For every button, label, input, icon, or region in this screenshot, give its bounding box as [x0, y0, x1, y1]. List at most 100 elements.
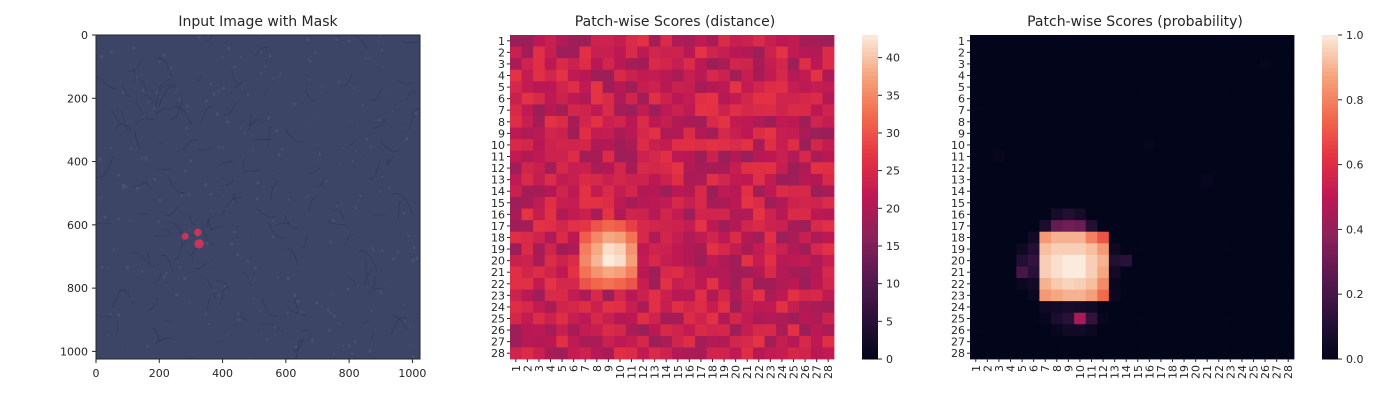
heatmap-cell — [970, 46, 982, 59]
leather-crease — [371, 332, 374, 339]
colorbar-segment — [1322, 265, 1338, 271]
colorbar-segment — [862, 75, 878, 81]
heatmap-cell — [1155, 150, 1168, 163]
leather-grain — [217, 294, 221, 298]
heatmap-cell — [1224, 173, 1237, 186]
heatmap-cell — [637, 58, 650, 71]
heatmap-cell — [822, 231, 835, 244]
heatmap-cell — [776, 173, 789, 186]
heatmap-cell — [567, 35, 580, 47]
colorbar-segment — [1322, 314, 1338, 319]
heatmap-cell — [533, 46, 546, 59]
heatmap-cell — [591, 254, 603, 267]
leather-grain — [131, 46, 136, 50]
colorbar-segment — [862, 322, 878, 328]
leather-crease — [152, 328, 160, 342]
colorbar-segment — [862, 99, 878, 105]
heatmap-cell — [764, 35, 777, 47]
heatmap-cell — [776, 69, 789, 82]
heatmap-cell — [810, 116, 823, 128]
heatmap-cell — [1016, 150, 1029, 163]
heatmap-cell — [602, 35, 615, 47]
heatmap-cell — [1074, 289, 1087, 302]
leather-grain — [162, 275, 166, 279]
heatmap-cell — [648, 92, 661, 105]
heatmap-cell — [660, 104, 673, 117]
heatmap-cell — [1189, 127, 1202, 140]
heatmap-cell — [1004, 324, 1017, 337]
heatmap-cell — [1004, 35, 1017, 47]
heatmap-cell — [625, 266, 638, 279]
heatmap-cell — [660, 301, 673, 314]
heatmap-cell — [614, 81, 627, 94]
heatmap-cell — [1016, 335, 1029, 348]
heatmap-cell — [810, 104, 823, 117]
leather-crease — [207, 219, 214, 231]
heatmap-cell — [993, 150, 1006, 163]
heatmap-cell — [1120, 116, 1133, 128]
heatmap-cell — [718, 289, 731, 302]
leather-grain — [329, 311, 332, 315]
leather-crease — [130, 252, 149, 265]
col-label: 1 — [970, 365, 983, 372]
heatmap-cell — [625, 92, 638, 105]
heatmap-cell — [521, 197, 534, 209]
leather-grain — [369, 145, 373, 148]
leather-grain — [128, 77, 131, 80]
heatmap-cell — [993, 347, 1006, 360]
leather-crease — [398, 200, 401, 221]
heatmap-cell — [822, 335, 835, 348]
heatmap-cell — [579, 139, 592, 152]
heatmap-cell — [1016, 278, 1029, 290]
leather-grain — [134, 87, 137, 89]
heatmap-cell — [510, 278, 522, 290]
leather-grain — [141, 88, 145, 92]
heatmap-cell — [1051, 347, 1063, 360]
heatmap-cell — [544, 81, 557, 94]
heatmap-cell — [1236, 58, 1249, 71]
heatmap-cell — [591, 139, 603, 152]
leather-crease — [391, 315, 407, 330]
heatmap-cell — [1213, 197, 1225, 209]
heatmap-cell — [695, 127, 708, 140]
heatmap-cell — [799, 150, 812, 163]
heatmap-cell — [614, 220, 627, 233]
leather-grain — [391, 110, 394, 113]
heatmap-cell — [729, 324, 742, 337]
colorbar-segment — [862, 286, 878, 291]
heatmap-cell — [1085, 347, 1098, 360]
heatmap-cell — [648, 197, 661, 209]
heatmap-cell — [533, 208, 546, 221]
colorbar-segment — [1322, 201, 1338, 206]
colorbar-segment — [1322, 184, 1338, 190]
leather-grain — [246, 259, 250, 263]
leather-grain — [279, 72, 282, 75]
y-tick-label: 400 — [67, 156, 88, 169]
heatmap-cell — [706, 162, 719, 175]
leather-crease — [415, 312, 420, 315]
heatmap-cell — [1224, 92, 1237, 105]
heatmap-cell — [1143, 289, 1156, 302]
heatmap-cell — [1166, 69, 1179, 82]
colorbar-segment — [862, 172, 878, 178]
heatmap-cell — [1166, 35, 1179, 47]
heatmap-cell — [993, 173, 1006, 186]
heatmap-cell — [1247, 266, 1260, 279]
heatmap-cell — [1085, 231, 1098, 244]
heatmap-cell — [672, 173, 684, 186]
heatmap-cell — [799, 335, 812, 348]
heatmap-cell — [1270, 301, 1283, 314]
heatmap-cell — [1108, 289, 1121, 302]
heatmap-cell — [521, 104, 534, 117]
leather-crease — [141, 181, 152, 191]
heatmap-cell — [1016, 173, 1029, 186]
row-label: 7 — [498, 104, 505, 117]
heatmap-cell — [614, 312, 627, 325]
heatmap-cell — [695, 278, 708, 290]
heatmap-cell — [625, 69, 638, 82]
heatmap-cell — [1039, 278, 1052, 290]
heatmap-cell — [741, 347, 754, 360]
heatmap-cell — [1097, 243, 1110, 256]
heatmap-cell — [683, 220, 696, 233]
leather-grain — [308, 78, 311, 81]
